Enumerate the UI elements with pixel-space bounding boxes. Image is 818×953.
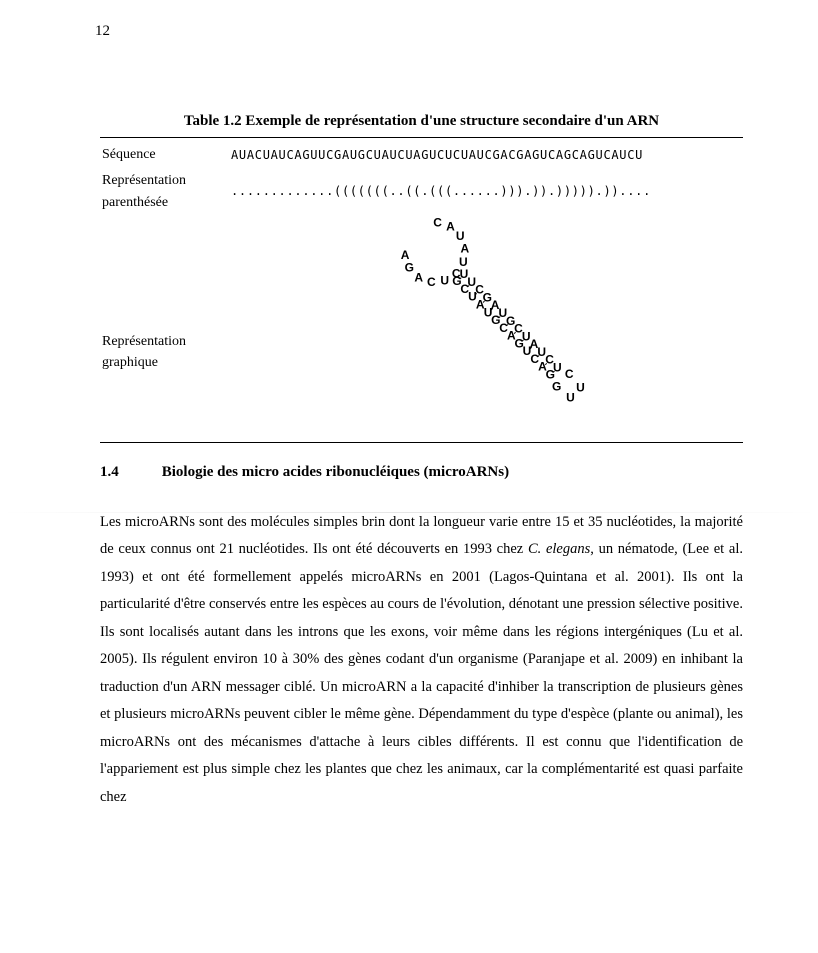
svg-text:C: C [427, 275, 436, 289]
label-parenthesee-2: parenthésée [102, 192, 222, 214]
value-parenthesee: .............(((((((..((.(((......))).))… [230, 168, 743, 215]
svg-text:G: G [404, 261, 413, 275]
svg-text:U: U [440, 274, 449, 288]
rna-structure-diagram: CAUAUCUCAGAUGUCCUGAAUUGGCCAUGAUUCCAUGUCG… [357, 215, 617, 435]
svg-text:A: A [460, 242, 469, 256]
label-graphique: Représentation graphique [100, 215, 230, 436]
section-heading: 1.4 Biologie des micro acides ribonucléi… [100, 461, 743, 484]
table-body: Séquence AUACUAUCAGUUCGAUGCUAUCUAGUCUCUA… [100, 142, 743, 436]
section-title: Biologie des micro acides ribonucléiques… [162, 464, 509, 480]
label-graphique-2: graphique [102, 352, 222, 374]
svg-text:U: U [576, 381, 585, 395]
svg-text:U: U [566, 391, 575, 405]
svg-text:A: A [414, 271, 423, 285]
label-graphique-1: Représentation [102, 331, 222, 353]
label-parenthesee-1: Représentation [102, 170, 222, 192]
svg-text:A: A [446, 220, 455, 234]
svg-text:C: C [564, 367, 573, 381]
section-number: 1.4 [100, 461, 158, 484]
value-sequence: AUACUAUCAGUUCGAUGCUAUCUAGUCUCUAUCGACGAGU… [230, 142, 743, 168]
page-number: 12 [95, 20, 110, 43]
label-sequence: Séquence [100, 142, 230, 168]
svg-text:C: C [433, 216, 442, 230]
table-rule-top [100, 137, 743, 138]
svg-text:A: A [400, 248, 409, 262]
svg-text:G: G [551, 380, 560, 394]
table-rule-bottom [100, 442, 743, 443]
label-parenthesee: Représentation parenthésée [100, 168, 230, 215]
page-faint-rule [0, 512, 818, 513]
body-paragraph: Les microARNs sont des molécules simples… [100, 509, 743, 812]
table-caption: Table 1.2 Exemple de représentation d'un… [100, 110, 743, 133]
